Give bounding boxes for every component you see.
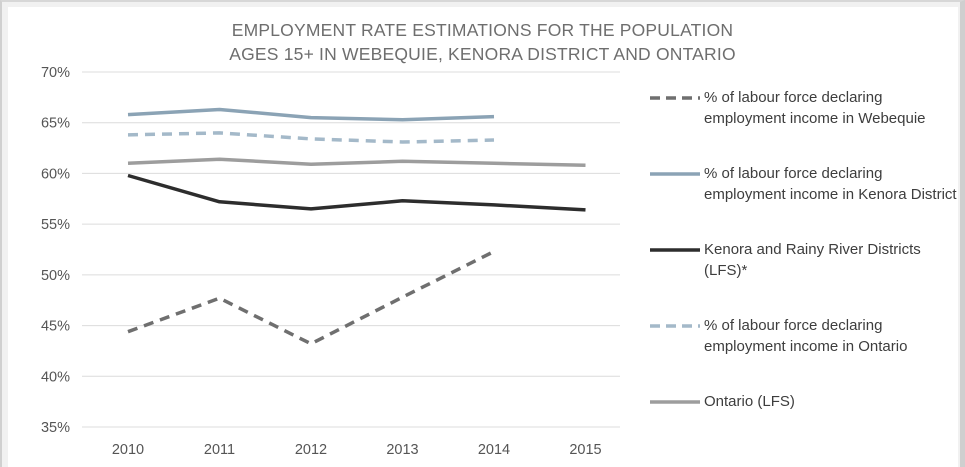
y-axis-ticks: 35% 40% 45% 50% 55% 60% 65% 70%	[41, 65, 70, 436]
y-tick-label: 40%	[41, 369, 70, 385]
y-tick-label: 70%	[41, 65, 70, 81]
legend-label-kenora-district: % of labour force declaring employment i…	[704, 165, 957, 203]
chart-title: EMPLOYMENT RATE ESTIMATIONS FOR THE POPU…	[0, 18, 965, 66]
series-line-2	[127, 173, 586, 212]
x-tick-label: 2010	[112, 442, 144, 458]
chart-title-line-2: AGES 15+ IN WEBEQUIE, KENORA DISTRICT AN…	[229, 44, 736, 64]
y-tick-label: 65%	[41, 116, 70, 132]
x-tick-label: 2015	[569, 442, 601, 458]
legend-label-kenora-rainy-river: Kenora and Rainy River Districts (LFS)*	[704, 241, 921, 279]
y-tick-label: 35%	[41, 420, 70, 436]
x-tick-label: 2014	[478, 442, 510, 458]
y-tick-label: 60%	[41, 166, 70, 182]
legend-swatch-webequie	[650, 96, 700, 100]
legend-swatch-ontario	[650, 324, 700, 328]
legend-swatch-ontario-lfs	[650, 400, 700, 404]
y-tick-label: 45%	[41, 319, 70, 335]
series-lines	[127, 107, 586, 346]
legend-swatch-kenora-rainy-river	[650, 248, 700, 252]
x-tick-label: 2012	[295, 442, 327, 458]
series-line-0	[127, 249, 495, 346]
series-line-3	[127, 131, 495, 144]
series-line-1	[127, 107, 495, 122]
legend-label-ontario-lfs: Ontario (LFS)	[704, 393, 795, 410]
series-line-4	[127, 157, 586, 168]
chart-panel	[8, 7, 958, 467]
x-tick-label: 2013	[386, 442, 418, 458]
legend-label-ontario: % of labour force declaring employment i…	[704, 317, 908, 355]
x-tick-label: 2011	[204, 442, 235, 458]
x-axis-ticks: 2010 2011 2012 2013 2014 2015	[112, 442, 602, 458]
chart-title-line-1: EMPLOYMENT RATE ESTIMATIONS FOR THE POPU…	[231, 20, 734, 40]
legend-label-webequie: % of labour force declaring employment i…	[704, 89, 926, 127]
gridlines	[82, 71, 620, 428]
y-tick-label: 50%	[41, 268, 70, 284]
legend-swatch-kenora-district	[650, 172, 700, 176]
y-tick-label: 55%	[41, 217, 70, 233]
